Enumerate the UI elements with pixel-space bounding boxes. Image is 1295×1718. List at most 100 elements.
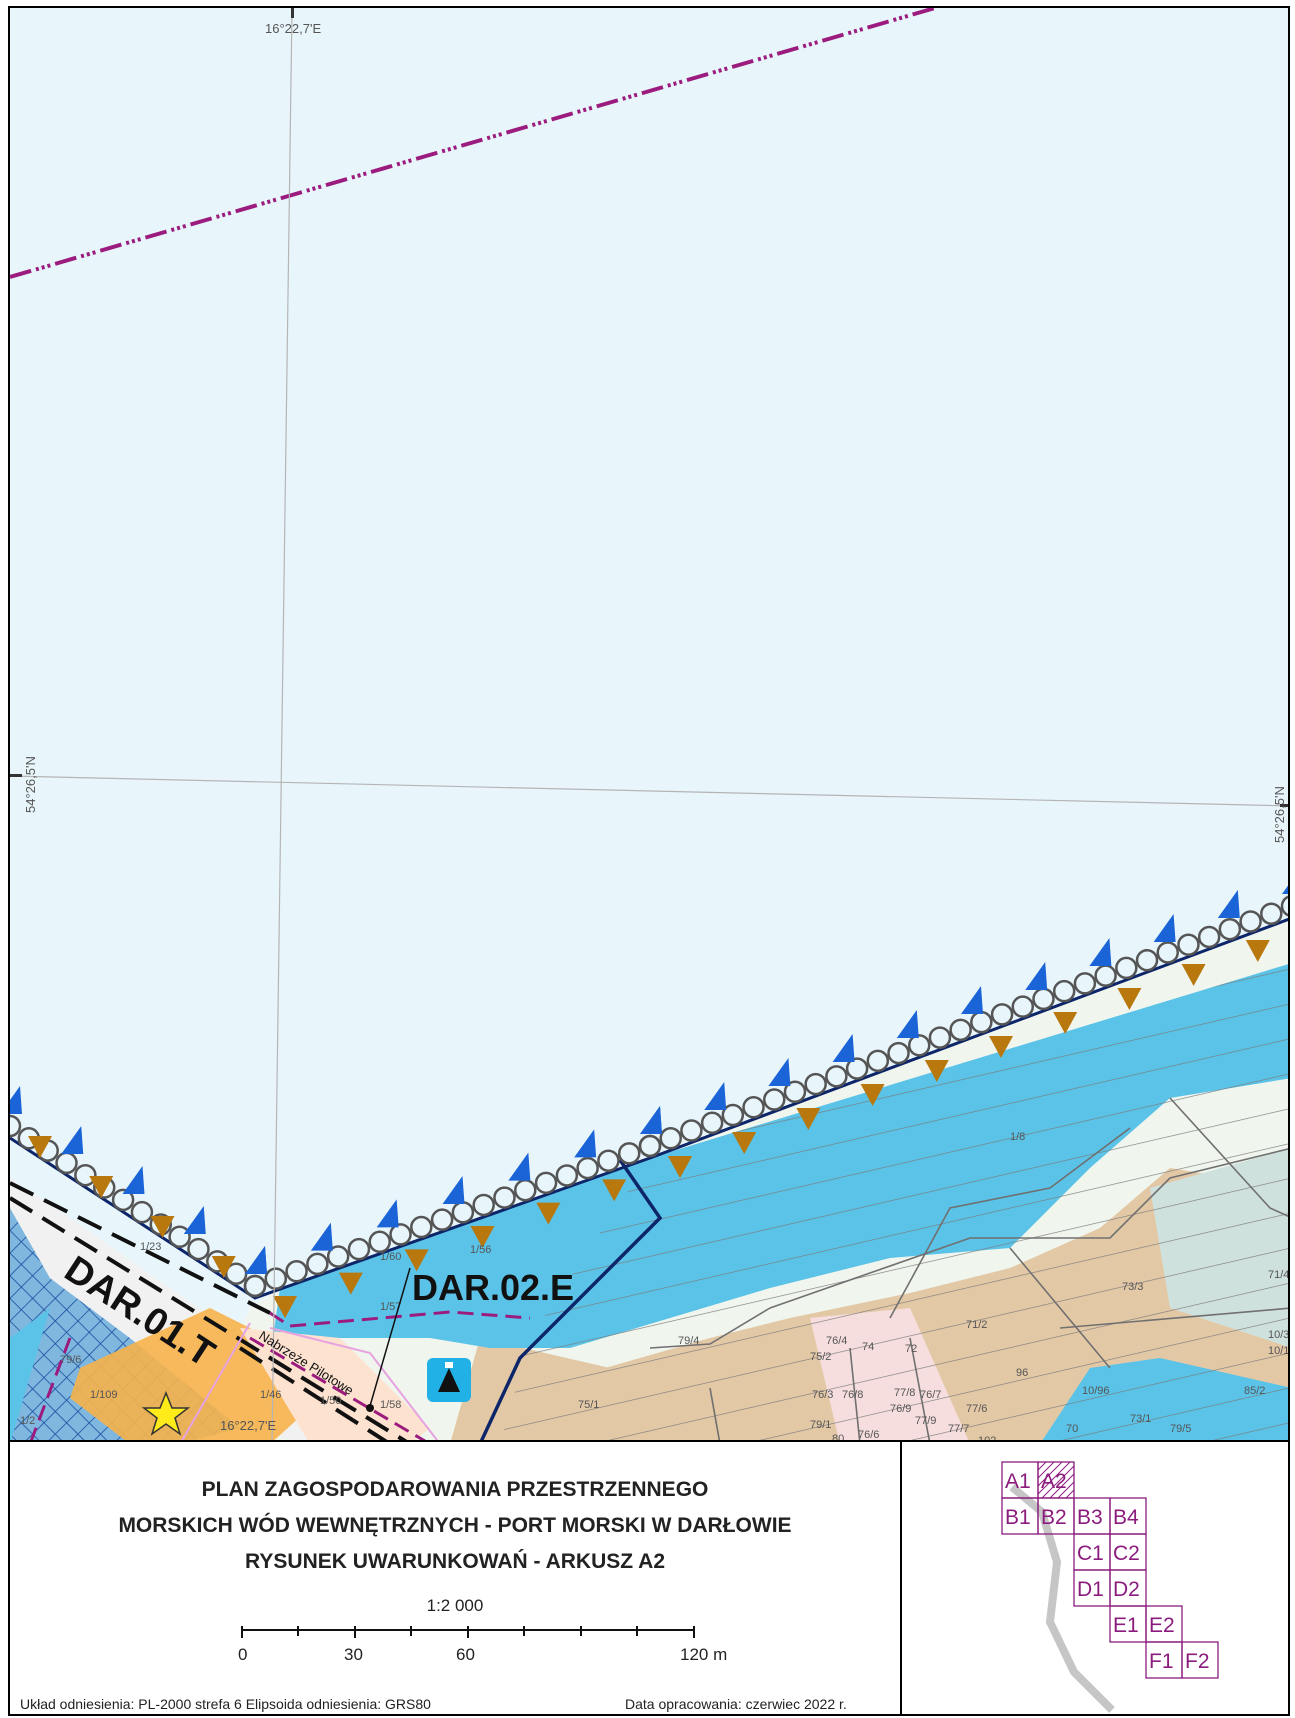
parcel-label: 76/9 [890, 1403, 911, 1415]
parcel-label: 79/5 [1170, 1423, 1191, 1435]
index-cell-label: F2 [1185, 1650, 1210, 1673]
index-cell-label: F1 [1149, 1650, 1174, 1673]
date-info: Data opracowania: czerwiec 2022 r. [625, 1696, 847, 1712]
parcel-label: 76/7 [920, 1389, 941, 1401]
parcel-boundaries [649, 1097, 1288, 1440]
parcel-label: 102 [978, 1435, 996, 1442]
parcel-label: 80 [832, 1433, 844, 1442]
zone-dashed-magenta [29, 1310, 531, 1440]
scale-tick-120: 120 m [680, 1645, 727, 1664]
index-cell-f2[interactable] [1181, 1641, 1219, 1679]
parcel-label: 1/46 [260, 1389, 281, 1401]
current-sheet-hatch [1041, 1465, 1075, 1499]
lat-label-left: 54°26,5'N [23, 756, 38, 813]
parcel-label: 76/3 [812, 1389, 833, 1401]
shore-triangles [10, 885, 1288, 1318]
zone-boundary-dar02e [479, 1159, 663, 1440]
legend-panel: PLAN ZAGOSPODAROWANIA PRZESTRZENNEGO MOR… [8, 1442, 1290, 1716]
maritime-boundary-line [10, 8, 936, 279]
parcel-label: 1/23 [140, 1241, 161, 1253]
parcel-label: 77/6 [966, 1403, 987, 1415]
parcel-label: 1/50 [320, 1395, 341, 1407]
lon-label-bottom: 16°22,7'E [220, 1418, 276, 1433]
parcel-label: 1/60 [380, 1251, 401, 1263]
parcel-label: 75/1 [578, 1399, 599, 1411]
parcel-label: 79/1 [810, 1419, 831, 1431]
parcel-label: 73/3 [1122, 1281, 1143, 1293]
parcel-label: 79/6 [60, 1354, 81, 1366]
index-map-port-outline [1009, 1483, 1115, 1713]
crs-info: Układ odniesienia: PL-2000 strefa 6 Elip… [20, 1696, 431, 1712]
parcel-label: 1/2 [20, 1415, 35, 1427]
parcel-hatching [501, 964, 1288, 1440]
current-sheet-hatch [1037, 1461, 1055, 1479]
zone-label-dar02e[interactable]: DAR.02.E [412, 1267, 574, 1308]
scale-tick-0: 0 [238, 1645, 247, 1664]
index-cell-label: B1 [1005, 1506, 1031, 1529]
quay-zone [240, 1328, 430, 1440]
index-cell-label: E2 [1149, 1614, 1175, 1637]
index-cell-label: A2 [1041, 1470, 1067, 1493]
parcel-label: 76/8 [842, 1389, 863, 1401]
parcel-label: 1/56 [470, 1244, 491, 1256]
parcel-label: 75/2 [810, 1351, 831, 1363]
index-cell-label: A1 [1005, 1470, 1031, 1493]
current-sheet-hatch [1057, 1481, 1075, 1499]
parcel-labels: 1/8 1/23 1/60 1/56 1/57 1/58 1/50 1/46 1/109 1/2 7… [20, 1131, 1290, 1442]
parcel-label: 77/9 [915, 1415, 936, 1427]
parcel-label: 73/1 [1130, 1413, 1151, 1425]
parcel-label: 96 [1016, 1367, 1028, 1379]
parcel-label: 79/4 [678, 1335, 699, 1347]
zone-pink-outline [181, 1322, 439, 1440]
index-cell-label: E1 [1113, 1614, 1139, 1637]
parcel-label: 76/6 [858, 1429, 879, 1441]
parcel-label: 70 [1066, 1423, 1078, 1435]
parcel-label: 1/109 [90, 1389, 118, 1401]
index-cell-label: B4 [1113, 1506, 1139, 1529]
parcel-label: 77/8 [894, 1387, 915, 1399]
parcel-label: 10/1 [1268, 1345, 1289, 1357]
graticule-ticks [10, 8, 1288, 807]
current-sheet-hatch [1037, 1461, 1047, 1471]
index-cells[interactable]: A1 A2 B1 B2 B3 B4 C1 C2 D1 D2 E1 E2 F1 F2 [1001, 1461, 1219, 1679]
lat-label-right: 54°26,5'N [1272, 786, 1287, 843]
lighthouse-icon[interactable] [427, 1358, 471, 1402]
parcel-label: 1/57 [380, 1301, 401, 1313]
index-cell-label: C2 [1113, 1542, 1140, 1565]
parcel-label: 1/8 [1010, 1131, 1025, 1143]
parcel-label: 71/2 [966, 1319, 987, 1331]
index-cell-label: D1 [1077, 1578, 1104, 1601]
parcel-label: 76/4 [826, 1335, 847, 1347]
road-dashed-lines [10, 1181, 408, 1440]
index-cell-label: C1 [1077, 1542, 1104, 1565]
map-canvas[interactable]: 16°22,7'E 54°26,5'N 54°26,5'N 16°22,7'E … [10, 8, 1290, 1442]
lon-label-top: 16°22,7'E [265, 21, 321, 36]
scale-tick-30: 30 [344, 1645, 363, 1664]
index-cell-label: B3 [1077, 1506, 1103, 1529]
parcel-label: 71/4 [1268, 1269, 1289, 1281]
current-sheet-hatch [1037, 1461, 1071, 1495]
parcel-label: 77/7 [948, 1423, 969, 1435]
index-cell-label: D2 [1113, 1578, 1140, 1601]
parcel-label: 72 [905, 1343, 917, 1355]
title-line-3: RYSUNEK UWARUNKOWAŃ - ARKUSZ A2 [245, 1550, 665, 1573]
title-line-1: PLAN ZAGOSPODAROWANIA PRZESTRZENNEGO [201, 1478, 709, 1501]
map-frame[interactable]: 16°22,7'E 54°26,5'N 54°26,5'N 16°22,7'E … [8, 6, 1290, 1442]
zone-label-leader [369, 1267, 411, 1407]
parcel-label: 10/96 [1082, 1385, 1110, 1397]
parcel-label: 10/32 [1268, 1329, 1290, 1341]
index-cell-label: B2 [1041, 1506, 1067, 1529]
scale-bar: 0 30 60 120 m [238, 1626, 727, 1664]
sheet-index-map[interactable]: A1 A2 B1 B2 B3 B4 C1 C2 D1 D2 E1 E2 F1 F2 [902, 1442, 1290, 1714]
current-sheet-hatch [1065, 1489, 1075, 1499]
parcel-label: 1/58 [380, 1399, 401, 1411]
panel-divider [900, 1442, 902, 1714]
scale-ratio: 1:2 000 [426, 1596, 484, 1615]
star-icon[interactable] [141, 1390, 191, 1436]
current-sheet-hatch [1037, 1461, 1063, 1487]
current-sheet-hatch [1049, 1473, 1075, 1499]
parcel-label: 85/2 [1244, 1385, 1265, 1397]
basin-left [10, 1308, 50, 1440]
title-line-2: MORSKICH WÓD WEWNĘTRZNYCH - PORT MORSKI … [118, 1514, 792, 1537]
